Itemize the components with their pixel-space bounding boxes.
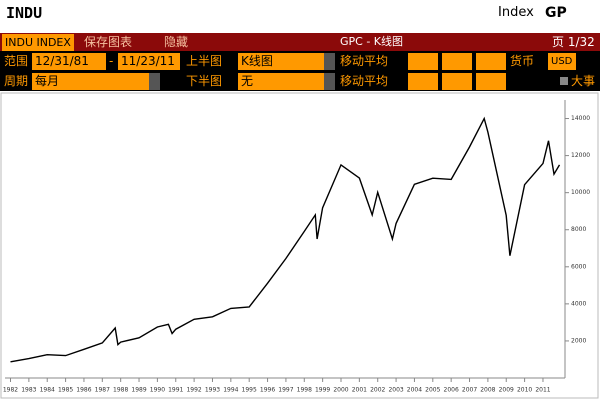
x-tick-label: 1984 [40, 387, 55, 394]
x-tick-label: 1991 [168, 387, 183, 394]
upper-label: 上半图 [186, 54, 223, 68]
x-tick-label: 1987 [95, 387, 110, 394]
lower-value: 无 [241, 74, 254, 88]
x-tick-label: 1990 [150, 387, 165, 394]
currency-value: USD [551, 56, 573, 67]
x-tick-label: 2005 [425, 387, 440, 394]
security-button[interactable]: INDU INDEX [2, 34, 74, 51]
x-tick-label: 2007 [462, 387, 477, 394]
x-tick-label: 1986 [76, 387, 91, 394]
chart: 2000 4000 6000 8000 10000 12000 14000 1982 1983 1… [0, 92, 599, 399]
toolbar-title: GPC - K线图 [340, 35, 404, 48]
x-tick-label: 2001 [352, 387, 367, 394]
x-tick-label: 2004 [407, 387, 422, 394]
x-tick-label: 1982 [3, 387, 18, 394]
ma-label: 移动平均 [340, 54, 389, 68]
x-tick-label: 2010 [517, 387, 532, 394]
events-checkbox[interactable] [560, 77, 568, 85]
period-dropdown[interactable]: 每月 [32, 73, 160, 90]
page-indicator: 页 1/32 [552, 35, 595, 49]
y-tick-label: 12000 [571, 152, 590, 159]
y-tick-label: 6000 [571, 263, 586, 270]
ma-input[interactable] [408, 53, 438, 70]
ma-input[interactable] [476, 73, 506, 90]
hide-button[interactable]: 隐藏 [164, 35, 189, 49]
toolbar [0, 33, 600, 51]
period-value: 每月 [35, 74, 60, 88]
lower-label: 下半图 [186, 74, 223, 88]
lower-dropdown[interactable]: 无 [238, 73, 335, 90]
security-type: Index [498, 5, 534, 20]
y-tick-label: 8000 [571, 226, 586, 233]
range-label: 范围 [4, 54, 29, 68]
y-tick-label: 4000 [571, 300, 586, 307]
ma-label: 移动平均 [340, 74, 389, 88]
x-tick-label: 2008 [480, 387, 495, 394]
start-date[interactable]: 12/31/81 [32, 53, 106, 70]
function-code: GP [545, 5, 567, 21]
x-tick-label: 1994 [223, 387, 238, 394]
x-tick-label: 1999 [315, 387, 330, 394]
x-tick-label: 1996 [260, 387, 275, 394]
ma-input[interactable] [408, 73, 438, 90]
y-tick-label: 10000 [571, 189, 590, 196]
x-tick-label: 1992 [186, 387, 201, 394]
x-tick-label: 1998 [297, 387, 312, 394]
x-tick-label: 2006 [444, 387, 459, 394]
y-tick-label: 2000 [571, 337, 586, 344]
upper-dropdown[interactable]: K线图 [238, 53, 335, 70]
end-date[interactable]: 11/23/11 [118, 53, 180, 70]
price-line [10, 116, 561, 363]
currency-dropdown[interactable]: USD [548, 53, 576, 70]
events-label: 大事 [571, 74, 596, 88]
currency-label: 货币 [510, 54, 535, 68]
ticker: INDU [6, 4, 43, 22]
x-tick-label: 1997 [278, 387, 293, 394]
range-dash: - [109, 54, 114, 68]
period-label: 周期 [4, 74, 29, 88]
y-tick-label: 14000 [571, 115, 590, 122]
x-tick-label: 2003 [388, 387, 403, 394]
x-tick-label: 2011 [535, 387, 550, 394]
x-tick-label: 1993 [205, 387, 220, 394]
save-button[interactable]: 保存图表 [84, 35, 133, 49]
x-tick-label: 1985 [58, 387, 73, 394]
x-tick-label: 2009 [499, 387, 514, 394]
ma-input[interactable] [442, 53, 472, 70]
ma-input[interactable] [476, 53, 506, 70]
x-tick-label: 1995 [242, 387, 257, 394]
x-tick-label: 2002 [370, 387, 385, 394]
x-tick-label: 1989 [131, 387, 146, 394]
x-tick-label: 2000 [333, 387, 348, 394]
chart-frame [0, 92, 599, 399]
ma-input[interactable] [442, 73, 472, 90]
x-tick-label: 1983 [21, 387, 36, 394]
upper-value: K线图 [241, 54, 273, 68]
x-tick-label: 1988 [113, 387, 128, 394]
